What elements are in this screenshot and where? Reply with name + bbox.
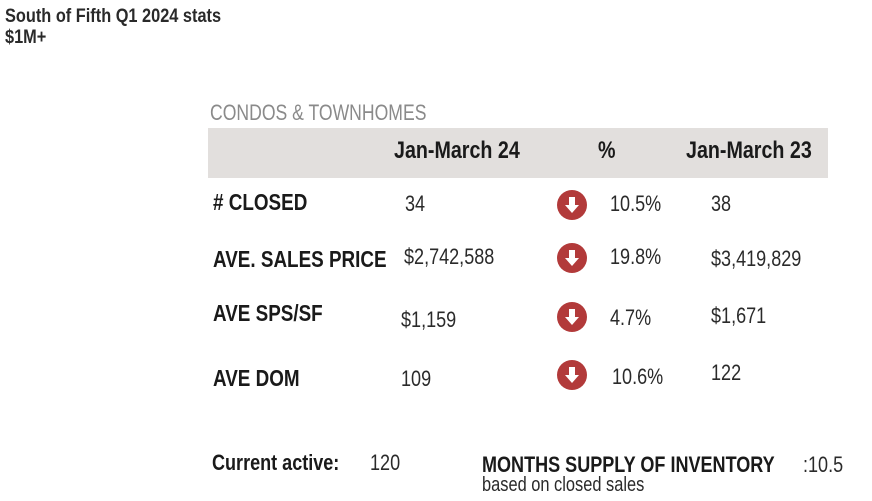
row-label-ave-sales-price: AVE. SALES PRICE: [213, 246, 387, 272]
months-supply-label: MONTHS SUPPLY OF INVENTORY: [482, 452, 775, 477]
arrow-down-circle-icon: [557, 243, 587, 273]
section-label: CONDOS & TOWNHOMES: [210, 100, 427, 125]
row-ave-sales-price-prior: $3,419,829: [711, 246, 802, 271]
row-closed-current: 34: [405, 191, 426, 216]
column-header-current: Jan-March 24: [394, 137, 520, 164]
column-header-percent: %: [598, 137, 616, 164]
row-ave-sales-price-current: $2,742,588: [404, 244, 495, 269]
arrow-down-circle-icon: [557, 190, 587, 220]
row-ave-sales-price-change: 19.8%: [610, 244, 662, 269]
row-label-ave-dom: AVE DOM: [213, 365, 300, 391]
current-active-label: Current active:: [212, 450, 340, 475]
months-supply-value: :10.5: [803, 452, 844, 477]
page-title: South of Fifth Q1 2024 stats: [5, 6, 222, 27]
row-label-closed: # CLOSED: [213, 189, 308, 215]
current-active-value: 120: [370, 450, 401, 475]
row-ave-dom-prior: 122: [711, 360, 742, 385]
column-header-prior: Jan-March 23: [686, 137, 812, 164]
arrow-down-circle-icon: [557, 302, 587, 332]
row-label-ave-sps-sf: AVE SPS/SF: [213, 300, 323, 326]
row-ave-dom-current: 109: [401, 366, 432, 391]
page-subtitle: $1M+: [5, 27, 47, 48]
table-header-band: [208, 128, 828, 178]
row-ave-sps-sf-change: 4.7%: [610, 305, 652, 330]
row-ave-sps-sf-prior: $1,671: [711, 303, 767, 328]
row-closed-change: 10.5%: [610, 191, 662, 216]
arrow-down-circle-icon: [557, 360, 587, 390]
row-ave-sps-sf-current: $1,159: [401, 307, 457, 332]
row-closed-prior: 38: [711, 191, 732, 216]
months-supply-note: based on closed sales: [482, 474, 645, 496]
row-ave-dom-change: 10.6%: [612, 364, 664, 389]
